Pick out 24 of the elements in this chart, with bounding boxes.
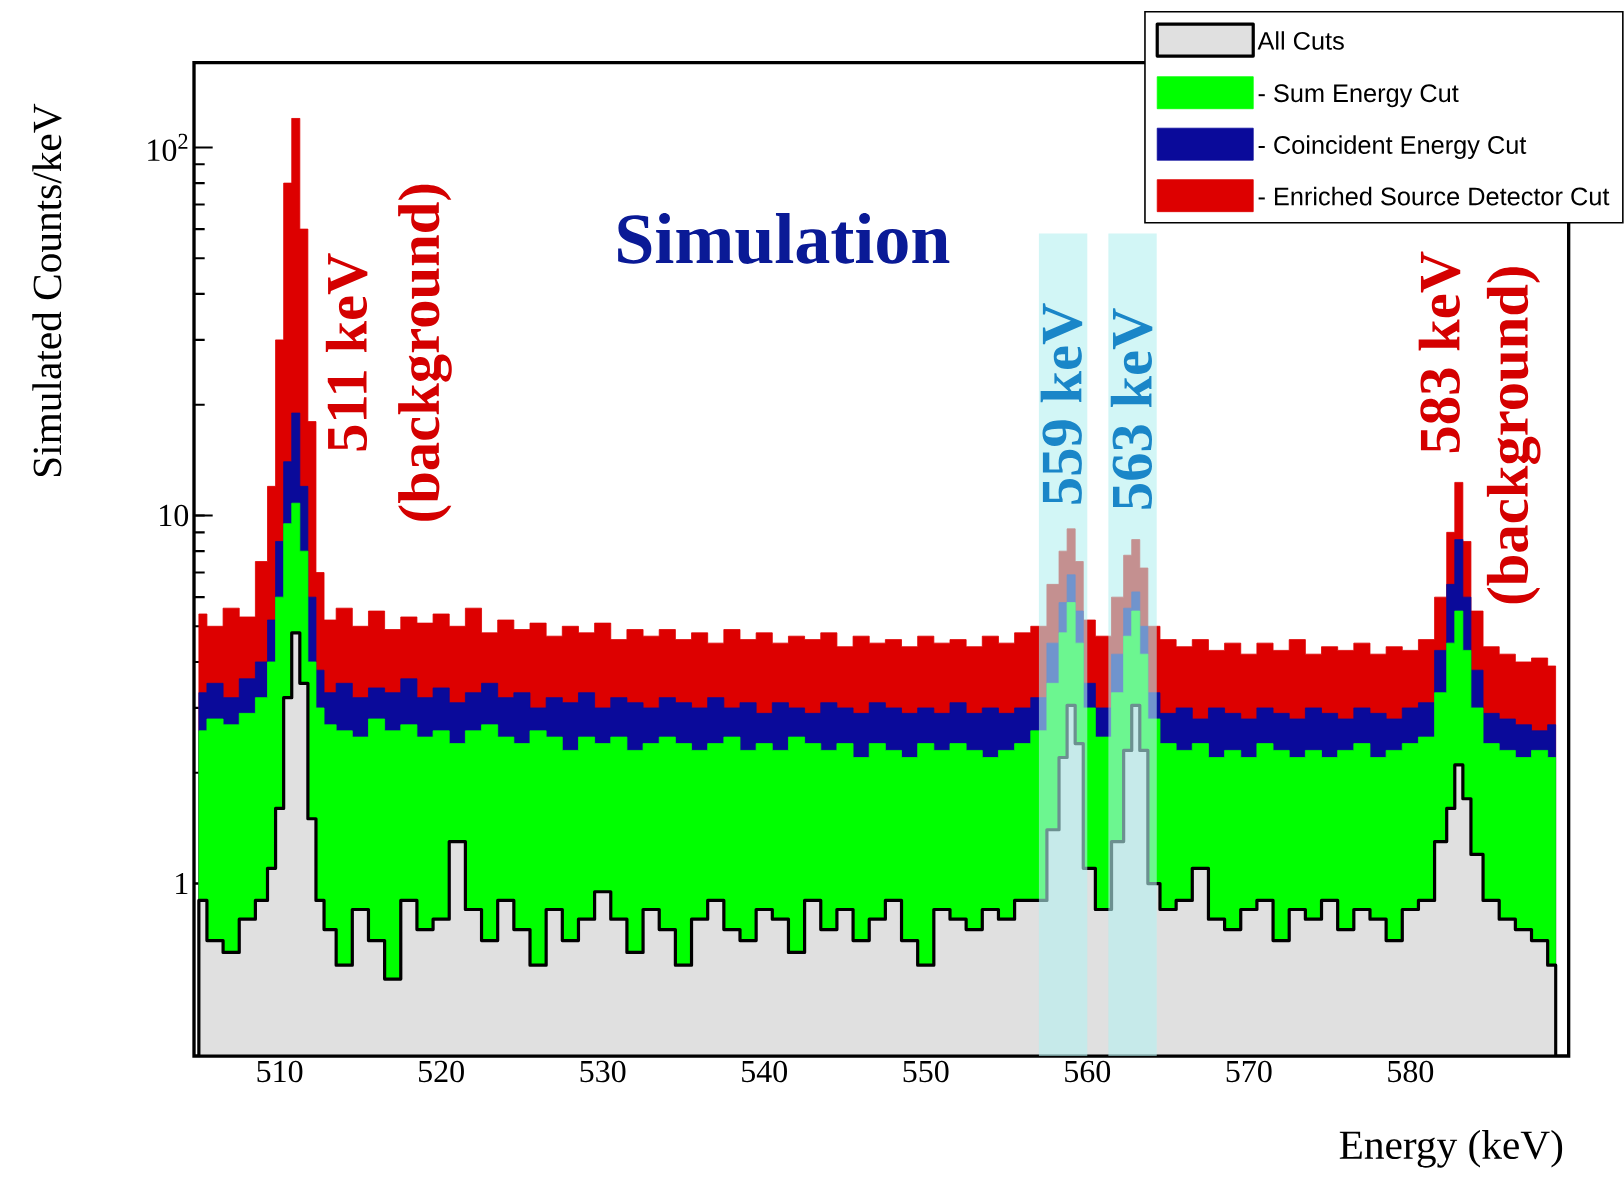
x-axis-title: Energy (keV) — [1339, 1130, 1563, 1168]
x-tick-label: 530 — [580, 1060, 626, 1083]
annotation: 559 keV — [1040, 303, 1083, 504]
legend-label: - Enriched Source Detector Cut — [1258, 186, 1610, 206]
x-tick-label: 520 — [419, 1060, 464, 1083]
y-tick-label: 1 — [176, 872, 188, 895]
y-tick-label: 10 — [160, 504, 189, 527]
annotation: 563 keV — [1110, 308, 1153, 509]
legend-label: - Sum Energy Cut — [1258, 84, 1459, 108]
annotation: (background) — [1486, 267, 1541, 604]
y-tick-label: 10$^{2}$ — [148, 133, 188, 162]
annotation: (background) — [398, 184, 452, 521]
x-tick-label: 540 — [742, 1060, 788, 1083]
legend-label: All Cuts — [1257, 31, 1344, 50]
x-tick-label: 550 — [903, 1060, 949, 1083]
x-tick-label: 560 — [1065, 1060, 1111, 1083]
x-tick-label: 510 — [257, 1060, 303, 1083]
x-tick-label: 580 — [1388, 1060, 1434, 1083]
y-axis-title: Simulated Counts/keV — [32, 103, 62, 477]
annotation: 511 keV — [325, 253, 368, 451]
annotation: Simulation — [618, 213, 950, 264]
annotation: 583 keV — [1418, 251, 1461, 453]
legend-label: - Coincident Energy Cut — [1258, 135, 1527, 159]
x-tick-label: 570 — [1226, 1060, 1272, 1083]
